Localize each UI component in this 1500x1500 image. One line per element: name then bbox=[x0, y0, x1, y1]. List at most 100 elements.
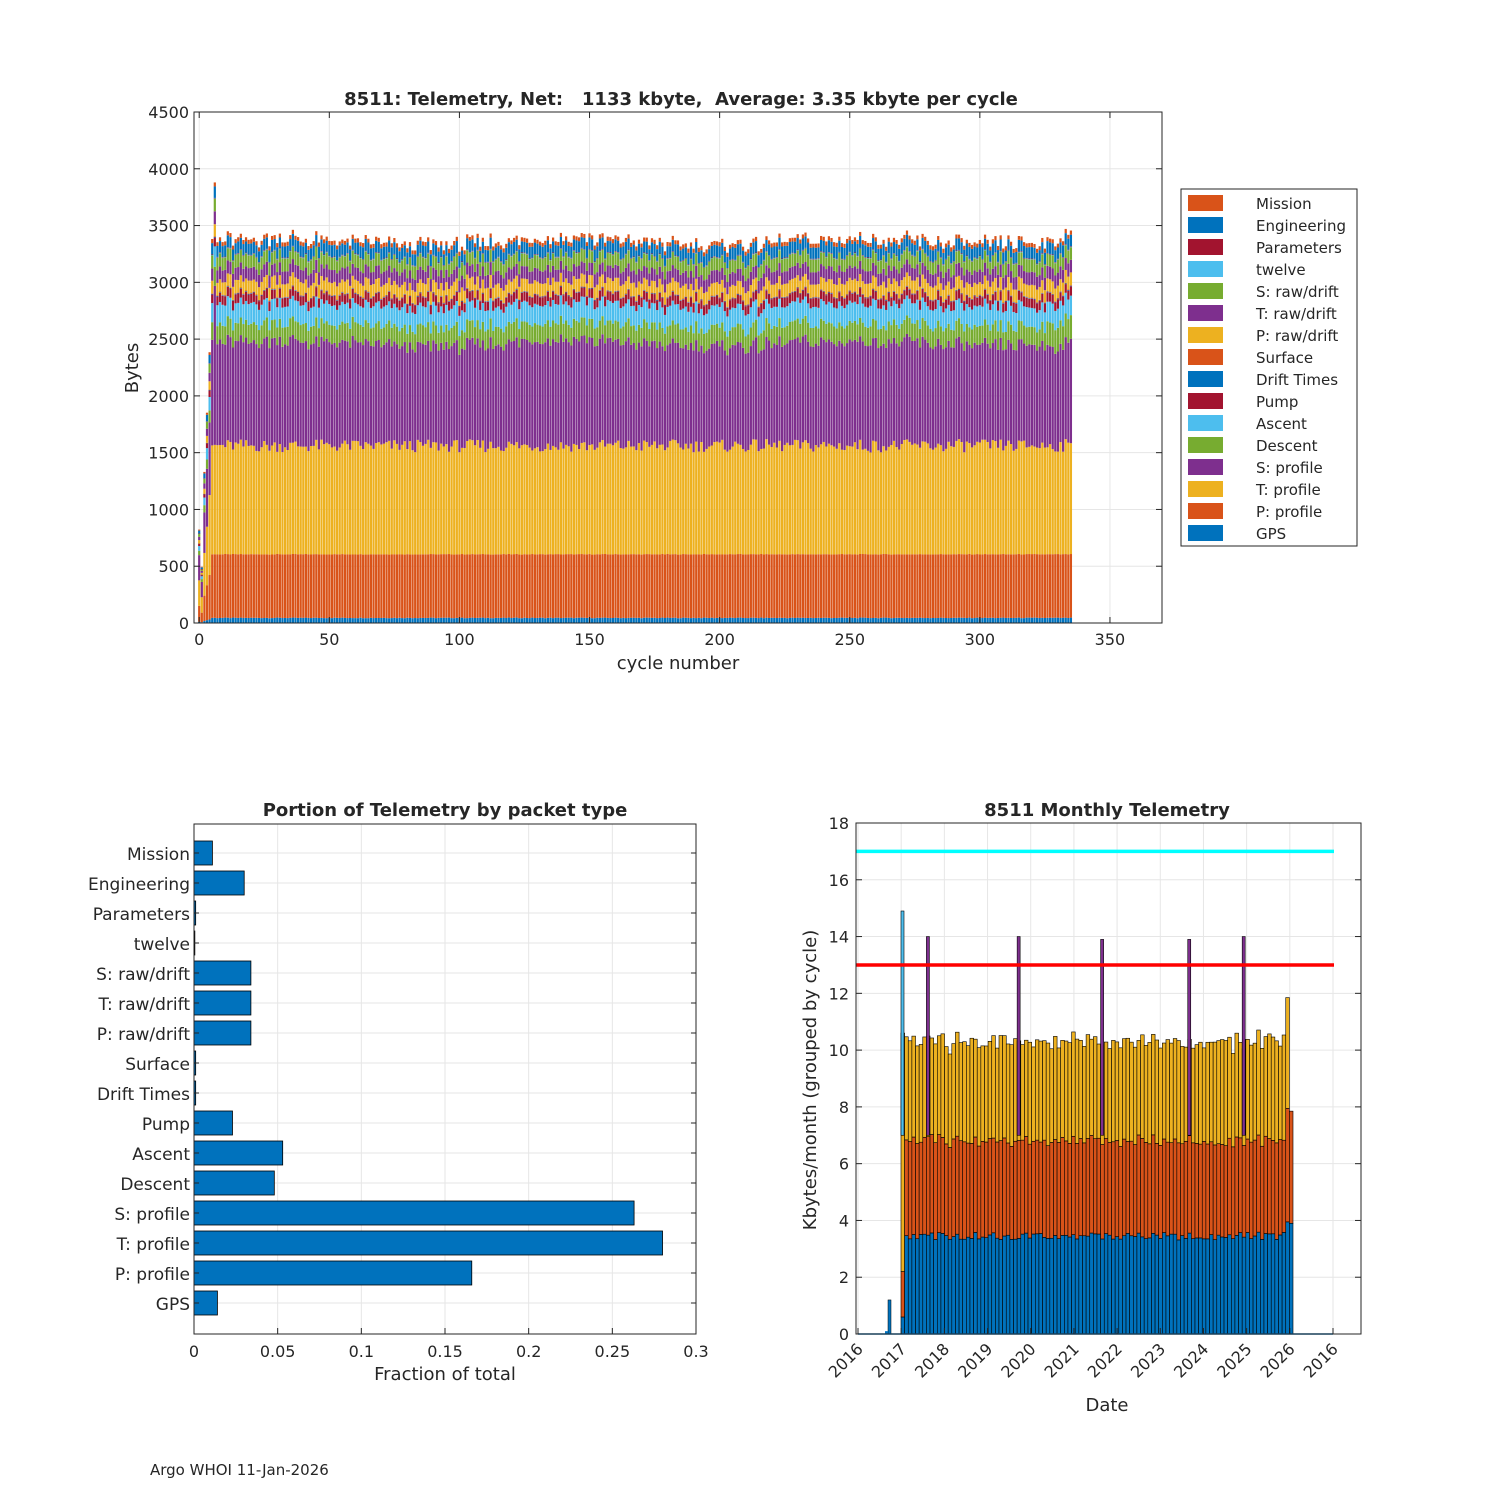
stack-segment bbox=[757, 255, 760, 267]
stack-segment bbox=[471, 300, 474, 321]
stack-segment bbox=[726, 355, 729, 452]
stack-segment bbox=[887, 265, 890, 279]
stack-segment bbox=[656, 348, 659, 449]
stack-segment bbox=[702, 267, 706, 281]
stack-segment bbox=[648, 617, 651, 623]
stack-segment bbox=[710, 296, 713, 306]
stack-segment bbox=[627, 288, 630, 290]
stack-segment bbox=[544, 295, 547, 297]
stack-segment bbox=[460, 287, 464, 301]
stack-segment bbox=[338, 257, 341, 258]
stack-segment bbox=[793, 554, 797, 618]
stack-segment bbox=[960, 294, 963, 303]
stack-segment bbox=[252, 279, 255, 292]
stack-segment bbox=[208, 574, 211, 620]
stack-segment bbox=[546, 617, 549, 623]
stack-segment bbox=[773, 306, 776, 326]
stack-segment bbox=[466, 249, 469, 250]
stack-segment bbox=[551, 291, 555, 300]
stack-segment bbox=[377, 241, 380, 253]
stack-segment bbox=[965, 618, 968, 623]
stack-segment bbox=[393, 238, 396, 243]
stack-segment bbox=[864, 240, 867, 246]
stack-segment bbox=[393, 254, 396, 269]
stack-segment bbox=[739, 255, 742, 256]
stack-segment bbox=[856, 255, 859, 257]
stack-segment bbox=[856, 324, 859, 342]
stack-segment bbox=[916, 444, 919, 555]
stack-segment bbox=[934, 447, 937, 555]
stack-segment bbox=[663, 450, 667, 555]
stack-segment bbox=[950, 301, 953, 303]
stack-segment bbox=[708, 300, 711, 310]
stack-segment bbox=[572, 288, 576, 290]
stack-segment bbox=[250, 293, 253, 294]
stack-segment bbox=[507, 441, 510, 554]
stack-segment bbox=[973, 258, 976, 271]
stack-segment bbox=[211, 293, 214, 294]
stack-segment bbox=[994, 554, 997, 619]
stack-segment bbox=[257, 299, 261, 301]
stack-segment bbox=[224, 241, 227, 246]
stack-segment bbox=[242, 554, 245, 618]
stack-segment bbox=[398, 554, 401, 618]
stack-segment bbox=[395, 271, 399, 285]
stack-segment bbox=[299, 257, 302, 270]
stack-segment bbox=[661, 242, 664, 247]
stack-segment bbox=[351, 250, 354, 251]
stack-segment bbox=[767, 294, 771, 304]
stack-segment bbox=[924, 253, 927, 254]
stack-segment bbox=[377, 617, 380, 623]
stack-segment bbox=[369, 272, 373, 286]
stack-segment bbox=[255, 257, 258, 270]
stack-segment bbox=[656, 261, 659, 275]
stack-segment bbox=[1004, 246, 1007, 251]
stack-segment bbox=[619, 345, 622, 448]
stack-segment bbox=[965, 341, 968, 442]
stack-segment bbox=[929, 618, 932, 623]
stack-segment bbox=[989, 617, 992, 623]
stack-segment bbox=[689, 618, 693, 623]
stack-segment bbox=[853, 339, 857, 443]
stack-segment bbox=[731, 307, 734, 328]
stack-segment bbox=[523, 266, 526, 279]
stack-segment bbox=[757, 307, 760, 317]
stack-segment bbox=[885, 299, 888, 301]
stack-segment bbox=[835, 617, 838, 623]
stack-segment bbox=[780, 307, 784, 328]
stack-segment bbox=[591, 297, 594, 319]
stack-segment bbox=[466, 262, 469, 275]
stack-segment bbox=[749, 284, 752, 298]
stack-segment bbox=[950, 446, 953, 555]
stack-segment bbox=[739, 239, 742, 244]
stack-segment bbox=[903, 277, 906, 290]
stack-segment bbox=[497, 257, 500, 271]
stack-segment bbox=[752, 238, 755, 243]
stack-segment bbox=[853, 253, 857, 267]
stack-segment bbox=[541, 344, 544, 452]
stack-segment bbox=[336, 286, 339, 300]
stack-segment bbox=[895, 303, 898, 325]
stack-segment bbox=[257, 287, 261, 300]
stack-segment bbox=[617, 290, 620, 292]
stack-segment bbox=[343, 295, 347, 305]
stack-segment bbox=[728, 449, 732, 555]
stack-segment bbox=[999, 264, 1002, 278]
stack-segment bbox=[559, 285, 563, 287]
stack-segment bbox=[778, 249, 781, 251]
stack-segment bbox=[937, 264, 940, 277]
stack-segment bbox=[778, 289, 781, 291]
stack-segment bbox=[218, 554, 222, 618]
stack-segment bbox=[687, 264, 690, 266]
stack-segment bbox=[265, 233, 268, 238]
stack-segment bbox=[944, 258, 948, 260]
stack-segment bbox=[499, 261, 503, 263]
stack-segment bbox=[700, 262, 703, 264]
stack-segment bbox=[510, 256, 513, 270]
stack-segment bbox=[874, 265, 877, 278]
stack-segment bbox=[525, 340, 529, 445]
stack-segment bbox=[762, 259, 765, 261]
stack-segment bbox=[351, 298, 354, 317]
stack-segment bbox=[546, 264, 549, 278]
stack-segment bbox=[752, 617, 755, 623]
